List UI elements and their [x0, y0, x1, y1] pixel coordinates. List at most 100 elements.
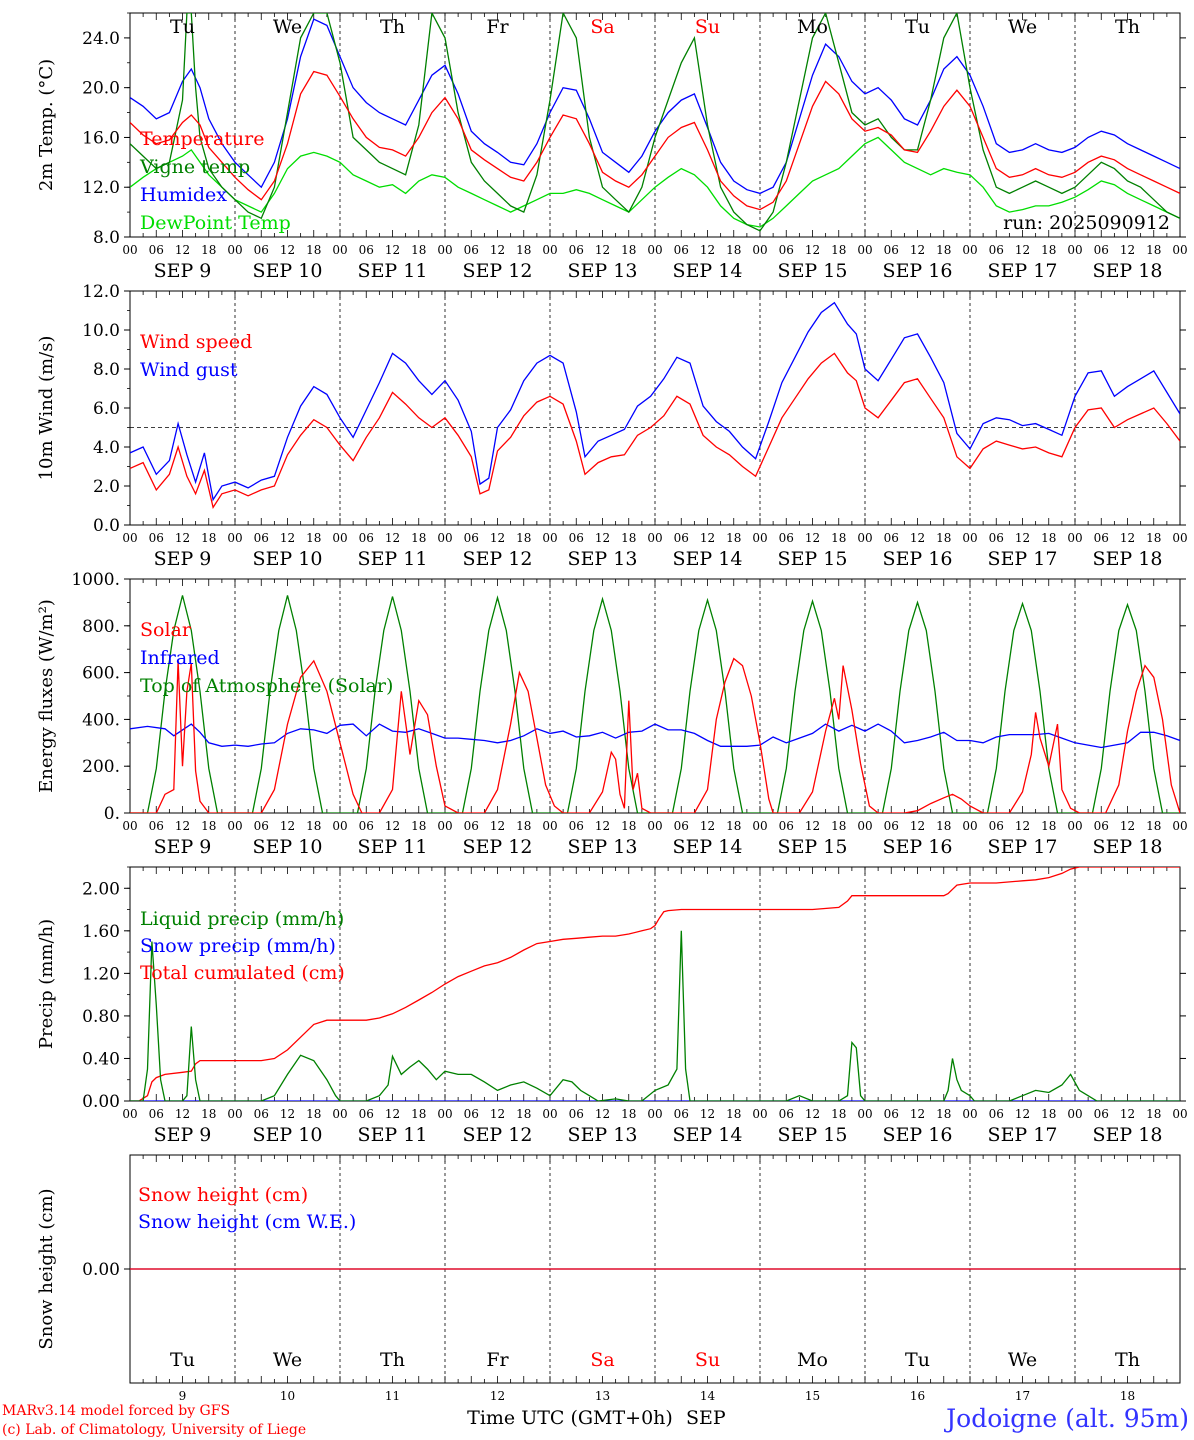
series-infrared-line — [130, 723, 1180, 749]
weekday-label: Tu — [905, 16, 930, 38]
x-hour-label: 06 — [779, 1107, 794, 1121]
x-hour-label: 06 — [779, 819, 794, 833]
weekday-label: Sa — [590, 16, 614, 38]
weekday-label: Fr — [486, 1349, 509, 1371]
x-hour-label: 00 — [332, 531, 347, 545]
series-vigne-temp-line — [130, 13, 1180, 232]
series-humidex-line — [130, 18, 1180, 195]
x-hour-label: 12 — [490, 1107, 505, 1121]
x-hour-label: 18 — [621, 819, 636, 833]
x-hour-label: 12 — [280, 1107, 295, 1121]
x-hour-label: 06 — [359, 243, 374, 257]
x-hour-label: 00 — [542, 243, 557, 257]
x-hour-label: 18 — [726, 1107, 741, 1121]
precip-y-axis-title: Precip (mm/h) — [36, 919, 57, 1049]
x-hour-label: 12 — [910, 1107, 925, 1121]
x-hour-label: 06 — [1094, 531, 1109, 545]
x-hour-label: 06 — [674, 819, 689, 833]
x-hour-label: 12 — [910, 531, 925, 545]
x-hour-label: 18 — [306, 243, 321, 257]
x-hour-label: 06 — [779, 531, 794, 545]
bottom-day-number: 16 — [910, 1389, 925, 1403]
x-hour-label: 06 — [569, 531, 584, 545]
weekday-label: Th — [1115, 1349, 1140, 1371]
x-hour-label: 18 — [831, 1107, 846, 1121]
y-tick-label: 8.0 — [93, 228, 120, 248]
x-hour-label: 06 — [569, 1107, 584, 1121]
x-hour-label: 18 — [1041, 531, 1056, 545]
x-hour-label: 00 — [227, 531, 242, 545]
x-hour-label: 18 — [306, 531, 321, 545]
y-tick-label: 0.40 — [82, 1049, 120, 1069]
x-hour-label: 18 — [621, 531, 636, 545]
x-day-label: SEP 11 — [358, 548, 428, 570]
weekday-label: Tu — [170, 16, 195, 38]
weekday-label: We — [273, 1349, 302, 1371]
x-hour-label: 18 — [726, 531, 741, 545]
y-tick-label: 12.0 — [82, 282, 120, 302]
precip-panel: 0.00 0.40 0.80 1.20 1.60 2.00 Precip (mm/h) Liq… — [36, 866, 1188, 1146]
x-hour-label: 06 — [359, 819, 374, 833]
x-hour-label: 06 — [884, 819, 899, 833]
x-hour-label: 12 — [1120, 1107, 1135, 1121]
series-liquid-precip-mm-h-line — [130, 930, 1180, 1101]
x-day-label: SEP 13 — [568, 548, 638, 570]
x-hour-label: 18 — [1146, 531, 1161, 545]
series-total-cumulated-cm-line — [130, 867, 1180, 1101]
x-hour-label: 06 — [569, 819, 584, 833]
x-hour-label: 12 — [175, 819, 190, 833]
series-solar-line — [130, 657, 1180, 813]
run-label: run: 2025090912 — [1003, 212, 1170, 234]
bottom-day-number: 10 — [280, 1389, 295, 1403]
temp-y-axis-title: 2m Temp. (°C) — [36, 59, 57, 191]
x-day-label: SEP 18 — [1093, 1124, 1163, 1146]
y-tick-label: 1000. — [71, 570, 120, 590]
x-hour-label: 18 — [201, 819, 216, 833]
x-day-label: SEP 18 — [1093, 548, 1163, 570]
legend-entry: Vigne temp — [139, 156, 250, 178]
weekday-label: Fr — [486, 16, 509, 38]
x-day-label: SEP 9 — [154, 548, 212, 570]
bottom-day-number: 12 — [490, 1389, 505, 1403]
x-hour-label: 12 — [1015, 819, 1030, 833]
x-hour-label: 12 — [700, 531, 715, 545]
weekday-label: We — [1008, 16, 1037, 38]
x-day-label: SEP 9 — [154, 1124, 212, 1146]
x-hour-label: 18 — [411, 1107, 426, 1121]
x-hour-label: 00 — [437, 531, 452, 545]
x-day-label: SEP 11 — [358, 1124, 428, 1146]
x-hour-label: 00 — [962, 1107, 977, 1121]
x-hour-label: 06 — [569, 243, 584, 257]
x-hour-label: 12 — [280, 243, 295, 257]
y-tick-label: 12.0 — [82, 178, 120, 198]
energy-panel: 0. 200. 400. 600. 800. 1000. Energy fluxes (W/… — [36, 570, 1188, 858]
x-month-label: SEP — [686, 1407, 726, 1429]
x-hour-label: 18 — [1041, 819, 1056, 833]
x-hour-label: 00 — [647, 819, 662, 833]
y-tick-label: 0.0 — [93, 516, 120, 536]
x-hour-label: 06 — [149, 531, 164, 545]
x-hour-label: 18 — [1146, 1107, 1161, 1121]
x-day-label: SEP 11 — [358, 836, 428, 858]
bottom-day-number: 13 — [595, 1389, 610, 1403]
series-wind-speed-line — [130, 352, 1180, 510]
x-hour-label: 00 — [227, 243, 242, 257]
series-top-of-atmosphere-solar-line — [130, 595, 1180, 813]
x-hour-label: 06 — [779, 243, 794, 257]
x-hour-label: 12 — [175, 531, 190, 545]
x-hour-label: 18 — [516, 1107, 531, 1121]
x-hour-label: 18 — [831, 819, 846, 833]
bottom-day-number: 14 — [700, 1389, 716, 1403]
x-day-label: SEP 16 — [883, 836, 953, 858]
x-hour-label: 12 — [595, 819, 610, 833]
y-tick-label: 1.20 — [82, 964, 120, 984]
x-hour-label: 18 — [306, 819, 321, 833]
weekday-label: We — [1008, 1349, 1037, 1371]
y-tick-label: 2.0 — [93, 477, 120, 497]
x-hour-label: 00 — [857, 243, 872, 257]
x-hour-label: 18 — [516, 819, 531, 833]
weekday-label: We — [273, 16, 302, 38]
x-hour-label: 12 — [490, 243, 505, 257]
x-hour-label: 00 — [1172, 1107, 1187, 1121]
x-hour-label: 12 — [280, 531, 295, 545]
